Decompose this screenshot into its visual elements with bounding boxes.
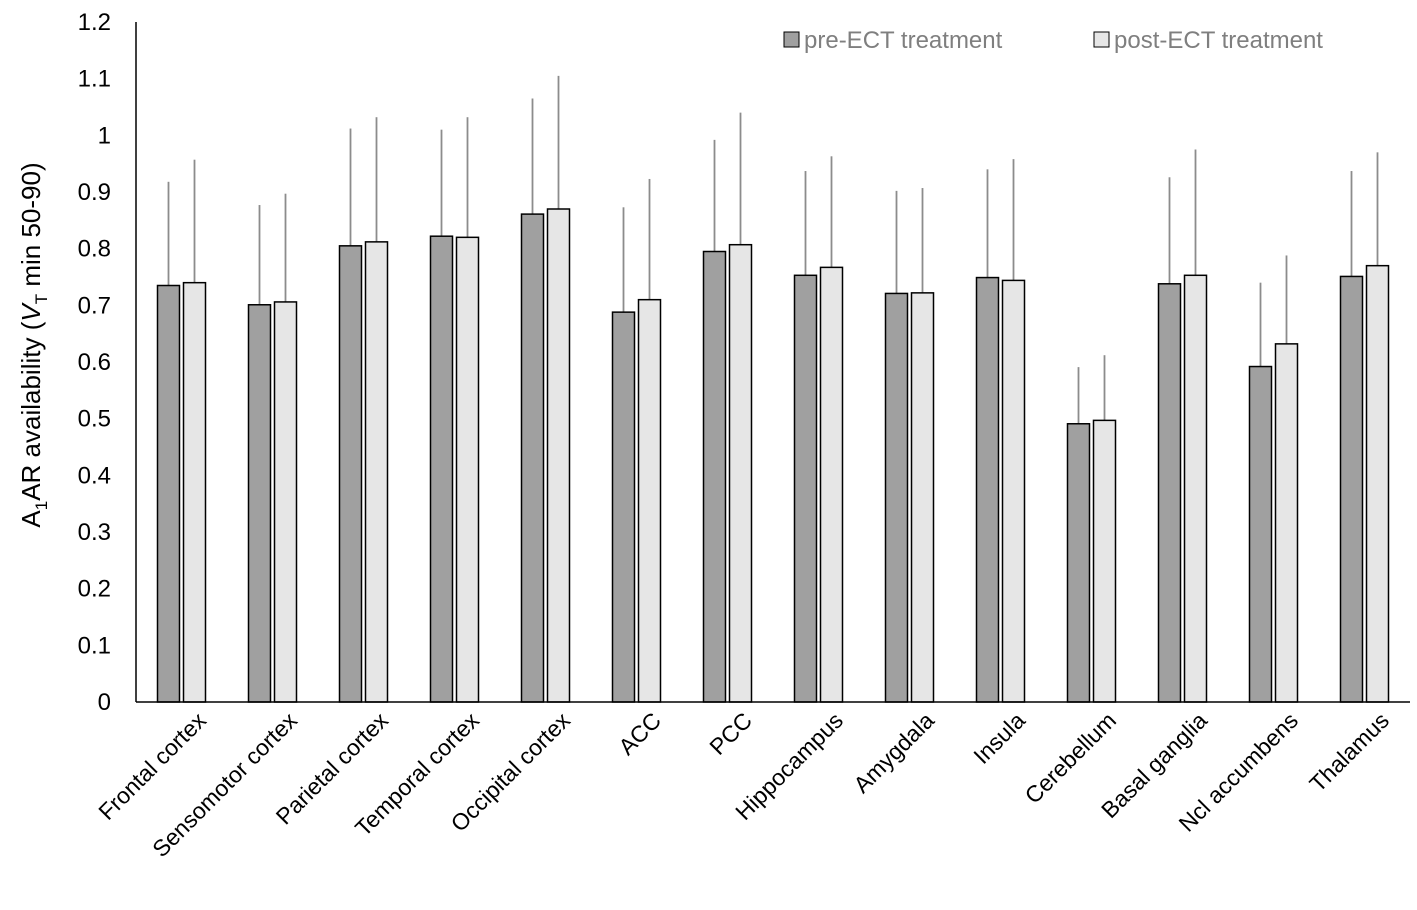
y-tick-label: 0.4	[78, 462, 111, 489]
y-tick-label: 1.2	[78, 9, 111, 36]
y-tick-label: 0.9	[78, 179, 111, 206]
y-axis-title-suffix: min 50-90)	[16, 162, 46, 294]
bar-pre-ect	[1248, 365, 1273, 703]
y-tick-label: 0.6	[78, 349, 111, 376]
axes	[135, 22, 1410, 703]
error-bars	[167, 75, 1379, 424]
bar-post-ect	[637, 298, 662, 703]
legend: pre-ECT treatment post-ECT treatment	[783, 27, 1323, 54]
bar-post-ect	[546, 208, 571, 703]
x-tick-label: ACC	[613, 707, 666, 760]
bar-post-ect	[182, 281, 207, 703]
bar-pre-ect	[611, 311, 636, 703]
y-axis-ticks: 0 0.1 0.2 0.3 0.4 0.5 0.6 0.7 0.8 0.9 1 1.1 1.2	[78, 9, 111, 716]
bar-pre-ect	[1339, 275, 1364, 703]
x-tick-label: Thalamus	[1304, 707, 1394, 797]
bar-pre-ect	[429, 235, 454, 703]
y-tick-label: 0.3	[78, 519, 111, 546]
bar-pre-ect	[975, 276, 1000, 703]
y-tick-label: 0.1	[78, 632, 111, 659]
bar-post-ect	[728, 243, 753, 703]
bar-pre-ect	[793, 274, 818, 703]
x-tick-label: Cerebellum	[1019, 707, 1121, 809]
y-axis-title-v-sub: T	[32, 294, 51, 304]
bar-post-ect	[1274, 343, 1299, 703]
bar-post-ect	[273, 301, 298, 703]
bar-pre-ect	[520, 213, 545, 703]
bar-pre-ect	[1066, 423, 1091, 703]
bar-post-ect	[364, 241, 389, 703]
x-tick-label: Amygdala	[848, 707, 939, 798]
bar-pre-ect	[884, 292, 909, 703]
legend-swatch-post	[1093, 31, 1110, 48]
y-axis-title-a: A	[16, 510, 46, 528]
bar-pre-ect	[1157, 283, 1182, 703]
legend-swatch-pre	[783, 31, 800, 48]
bars	[156, 208, 1390, 703]
y-tick-label: 0.8	[78, 236, 111, 263]
bar-post-ect	[819, 266, 844, 703]
bar-post-ect	[1092, 419, 1117, 703]
y-tick-label: 0.2	[78, 576, 111, 603]
y-tick-label: 0.5	[78, 406, 111, 433]
y-tick-label: 0.7	[78, 292, 111, 319]
x-tick-label: PCC	[704, 707, 757, 760]
y-tick-label: 1	[98, 122, 111, 149]
legend-label-pre: pre-ECT treatment	[804, 27, 1003, 54]
bar-post-ect	[1001, 279, 1026, 703]
bar-pre-ect	[247, 304, 272, 703]
bar-post-ect	[1183, 274, 1208, 703]
bar-post-ect	[455, 236, 480, 703]
y-axis-title-a-sub: 1	[32, 501, 51, 510]
y-axis-title-v: V	[16, 302, 46, 322]
y-tick-label: 0	[98, 689, 111, 716]
bar-pre-ect	[338, 245, 363, 703]
y-axis-title: A1AR availability (VT min 50-90)	[16, 162, 51, 527]
bar-pre-ect	[702, 250, 727, 703]
x-tick-label: Insula	[968, 707, 1030, 769]
legend-label-post: post-ECT treatment	[1114, 27, 1323, 54]
y-tick-label: 1.1	[78, 66, 111, 93]
bar-post-ect	[910, 292, 935, 703]
y-axis-title-main: AR availability (	[16, 321, 46, 501]
bar-pre-ect	[156, 284, 181, 703]
bar-post-ect	[1365, 264, 1390, 703]
